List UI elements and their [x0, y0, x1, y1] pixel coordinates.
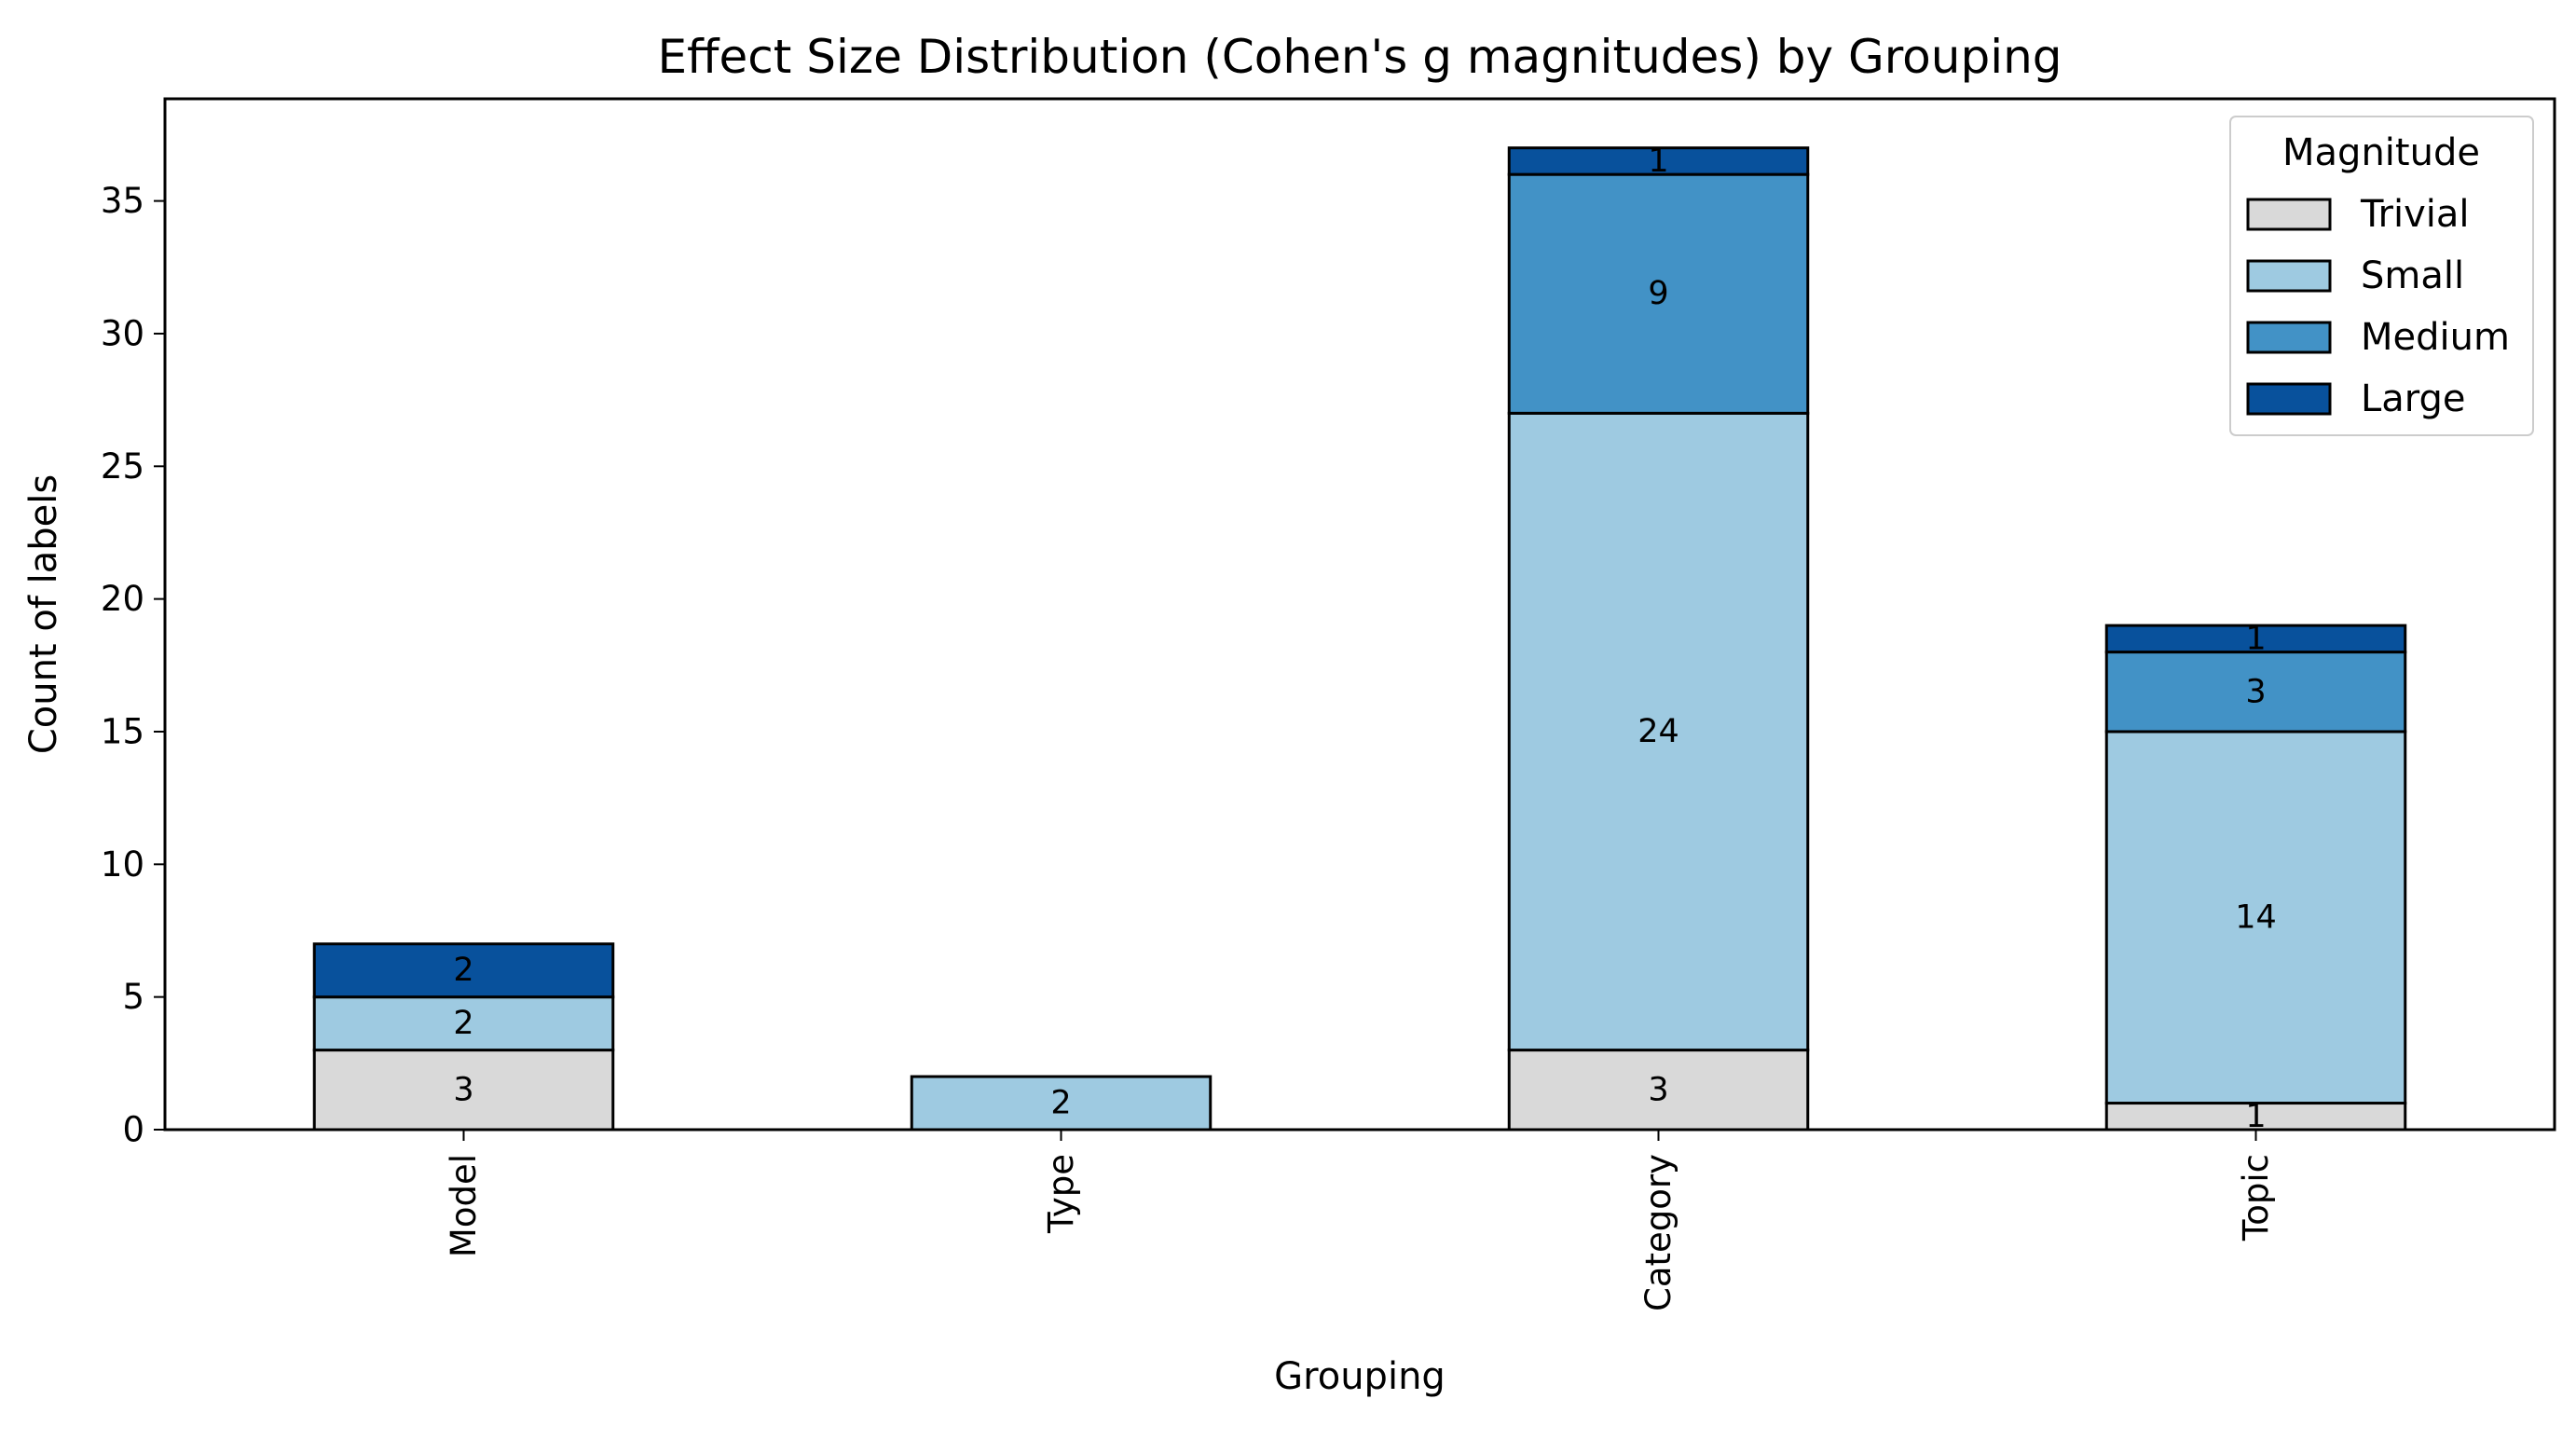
y-tick-label: 5	[122, 977, 144, 1017]
bar-labels-layer: 3 2 2 2 3 24 9 1 1 14 3 1	[453, 143, 2276, 1135]
x-tick-label-type: Type	[1041, 1154, 1081, 1234]
y-axis-label: Count of labels	[22, 474, 65, 754]
bar-model-large-label: 2	[453, 952, 473, 989]
bar-topic-large-label: 1	[2245, 620, 2266, 657]
bar-topic-small-label: 14	[2235, 898, 2277, 936]
y-tick-label: 0	[122, 1110, 144, 1150]
y-tick-label: 10	[101, 844, 144, 885]
y-tick-label: 15	[101, 711, 144, 751]
legend-swatch-medium	[2246, 321, 2332, 354]
bar-category-medium-label: 9	[1648, 275, 1668, 312]
bar-category-large-label: 1	[1648, 143, 1668, 180]
bar-model-large	[312, 942, 615, 999]
plot-frame	[163, 97, 2556, 1132]
legend-label-small: Small	[2361, 254, 2464, 297]
legend-swatch-large	[2246, 382, 2332, 416]
y-tick-label: 25	[101, 446, 144, 487]
bar-topic-small	[2104, 730, 2407, 1105]
bar-model-trivial-label: 3	[453, 1071, 473, 1108]
x-tick-label-topic: Topic	[2236, 1154, 2276, 1241]
bar-topic-trivial-label: 1	[2245, 1098, 2266, 1135]
bars-layer	[312, 146, 2407, 1132]
legend-title: Magnitude	[2282, 131, 2480, 174]
y-tick-label: 20	[101, 579, 144, 619]
x-axis: Model Type Category Topic	[444, 1130, 2276, 1311]
bar-type-small-label: 2	[1050, 1085, 1071, 1122]
y-tick-label: 30	[101, 313, 144, 353]
legend-items: Trivial Small Medium Large	[2246, 193, 2510, 420]
y-axis: 0 5 10 15 20 25 30 35	[101, 181, 165, 1150]
bar-topic-large	[2104, 624, 2407, 654]
y-tick-label: 35	[101, 181, 144, 221]
legend-label-large: Large	[2361, 377, 2466, 420]
bar-category-small	[1507, 411, 1810, 1052]
bar-topic-medium	[2104, 651, 2407, 734]
legend-box	[2229, 116, 2534, 436]
chart-title: Effect Size Distribution (Cohen's g magn…	[657, 30, 2062, 84]
legend-label-trivial: Trivial	[2360, 193, 2470, 236]
x-tick-label-model: Model	[444, 1154, 484, 1257]
bar-category-small-label: 24	[1637, 713, 1679, 750]
bar-category-medium	[1507, 172, 1810, 415]
bar-category-trivial-label: 3	[1648, 1071, 1668, 1108]
legend-label-medium: Medium	[2361, 316, 2510, 359]
bar-model-trivial	[312, 1049, 615, 1132]
bar-category-large	[1507, 146, 1810, 176]
legend-swatch-small	[2246, 259, 2332, 293]
bar-model-small-label: 2	[453, 1005, 473, 1042]
legend-swatch-trivial	[2246, 198, 2332, 231]
x-tick-label-category: Category	[1638, 1154, 1679, 1311]
bar-topic-medium-label: 3	[2245, 673, 2266, 710]
legend: Magnitude Trivial Small Medium Large	[2229, 116, 2534, 436]
x-axis-label: Grouping	[1274, 1355, 1446, 1398]
bar-model-small	[312, 995, 615, 1052]
bar-type-small	[910, 1075, 1213, 1132]
